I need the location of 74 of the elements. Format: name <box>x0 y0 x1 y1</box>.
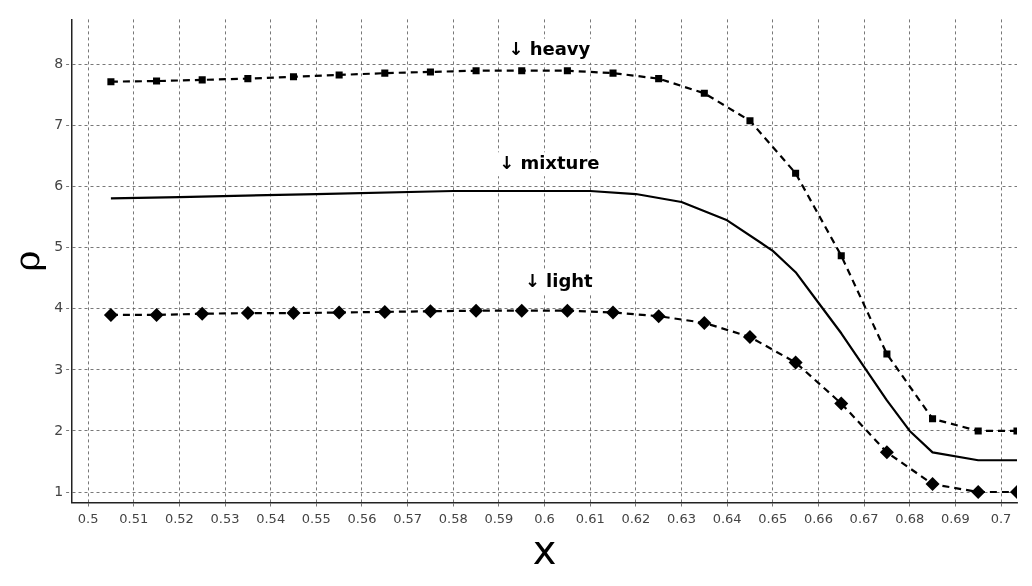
y-tick-label: 5 <box>54 238 64 255</box>
x-tick-label: 0.55 <box>301 510 331 526</box>
point <box>107 78 115 86</box>
point <box>651 309 666 324</box>
point <box>469 303 484 318</box>
x-tick-label: 0.58 <box>438 510 468 526</box>
point <box>289 73 298 81</box>
point <box>700 89 708 97</box>
point <box>837 252 845 260</box>
point <box>879 445 894 460</box>
point <box>929 415 937 423</box>
point <box>974 427 982 435</box>
y-tick-label: 6 <box>54 177 64 194</box>
point <box>153 77 161 85</box>
point <box>925 477 940 492</box>
point <box>240 306 255 321</box>
point <box>195 306 210 321</box>
x-tick-label: 0.64 <box>712 510 742 526</box>
y-tick-label: 4 <box>54 299 64 316</box>
x-tick-label: 0.57 <box>393 510 423 526</box>
point <box>472 67 480 75</box>
x-tick-label: 0.59 <box>484 510 514 526</box>
point <box>883 350 891 358</box>
point <box>518 67 526 75</box>
y-tick-label: 7 <box>54 116 64 133</box>
point <box>746 117 754 125</box>
point <box>426 68 434 76</box>
x-tick-label: 0.7 <box>990 510 1012 526</box>
x-tick-label: 0.61 <box>575 510 605 526</box>
point <box>742 329 757 344</box>
x-tick-label: 0.51 <box>119 510 149 526</box>
y-tick-label: 2 <box>54 421 64 438</box>
x-axis-title: x <box>532 527 557 574</box>
point <box>381 69 389 77</box>
annotation: ↓ heavy <box>508 38 591 60</box>
point <box>792 169 800 177</box>
point <box>198 76 206 84</box>
annotation: ↓ mixture <box>499 151 600 173</box>
point <box>788 355 803 370</box>
x-tick-label: 0.62 <box>621 510 651 526</box>
y-tick-label: 3 <box>54 360 64 377</box>
point <box>149 307 164 322</box>
point <box>834 396 849 411</box>
annotation: ↓ light <box>524 270 594 292</box>
y-tick-label: 1 <box>54 482 64 499</box>
point <box>103 307 118 322</box>
point <box>609 69 617 77</box>
x-tick-label: 0.68 <box>895 510 925 526</box>
x-tick-label: 0.5 <box>77 510 99 526</box>
x-tick-label: 0.53 <box>210 510 240 526</box>
point <box>514 303 529 318</box>
x-tick-label: 0.6 <box>534 510 555 526</box>
y-axis-title: ρ <box>5 250 47 272</box>
point <box>286 306 301 321</box>
point <box>971 485 986 500</box>
point <box>335 71 343 79</box>
point <box>332 305 347 320</box>
x-tick-label: 0.56 <box>347 510 377 526</box>
x-tick-label: 0.52 <box>164 510 194 526</box>
point <box>606 305 621 320</box>
y-tick-label: 8 <box>54 55 64 72</box>
point <box>244 75 252 83</box>
x-tick-label: 0.67 <box>849 510 879 526</box>
x-tick-label: 0.69 <box>940 510 970 526</box>
x-tick-label: 0.65 <box>758 510 788 526</box>
point <box>560 303 575 318</box>
x-tick-label: 0.54 <box>256 510 286 526</box>
x-tick-label: 0.66 <box>803 510 833 526</box>
point <box>655 75 663 83</box>
point <box>563 67 571 75</box>
point <box>697 315 712 330</box>
point <box>377 304 392 319</box>
point <box>423 304 438 319</box>
x-tick-label: 0.63 <box>667 510 696 526</box>
